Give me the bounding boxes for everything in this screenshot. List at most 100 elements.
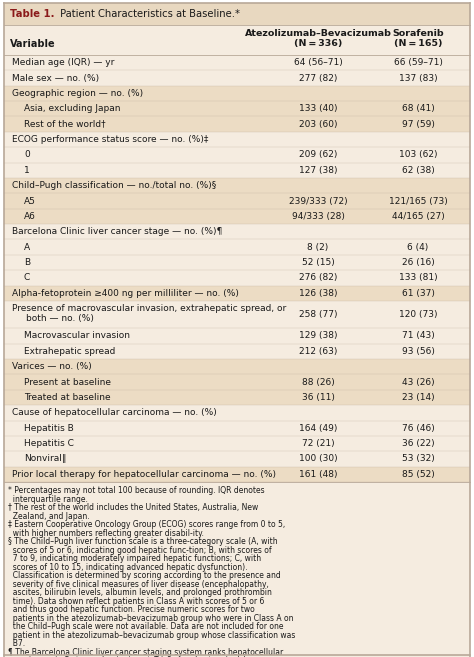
Text: Classification is determined by scoring according to the presence and: Classification is determined by scoring … bbox=[8, 571, 281, 580]
Text: 276 (82): 276 (82) bbox=[299, 273, 337, 283]
Bar bbox=[4, 390, 470, 405]
Text: Treated at baseline: Treated at baseline bbox=[24, 393, 110, 402]
Text: Median age (IQR) — yr: Median age (IQR) — yr bbox=[12, 58, 114, 67]
Text: both — no. (%): both — no. (%) bbox=[26, 314, 94, 323]
Bar bbox=[4, 359, 470, 374]
Text: 212 (63): 212 (63) bbox=[299, 347, 337, 356]
Text: Hepatitis B: Hepatitis B bbox=[24, 424, 74, 433]
Text: * Percentages may not total 100 because of rounding. IQR denotes: * Percentages may not total 100 because … bbox=[8, 486, 264, 495]
Text: ECOG performance status score — no. (%)‡: ECOG performance status score — no. (%)‡ bbox=[12, 135, 209, 144]
Bar bbox=[4, 3, 470, 25]
Text: C: C bbox=[24, 273, 30, 283]
Text: 53 (32): 53 (32) bbox=[401, 455, 434, 463]
Bar bbox=[4, 178, 470, 193]
Text: 72 (21): 72 (21) bbox=[301, 439, 334, 448]
Text: 100 (30): 100 (30) bbox=[299, 455, 337, 463]
Text: Male sex — no. (%): Male sex — no. (%) bbox=[12, 74, 99, 83]
Text: A6: A6 bbox=[24, 212, 36, 221]
Text: 94/333 (28): 94/333 (28) bbox=[292, 212, 345, 221]
Text: 103 (62): 103 (62) bbox=[399, 150, 437, 160]
Text: 26 (16): 26 (16) bbox=[401, 258, 434, 267]
Bar bbox=[4, 209, 470, 224]
Text: 68 (41): 68 (41) bbox=[401, 104, 434, 113]
Text: 93 (56): 93 (56) bbox=[401, 347, 435, 356]
Bar bbox=[4, 116, 470, 132]
Text: the Child–Pugh scale were not available. Data are not included for one: the Child–Pugh scale were not available.… bbox=[8, 622, 283, 631]
Text: Present at baseline: Present at baseline bbox=[24, 378, 111, 386]
Text: Zealand, and Japan.: Zealand, and Japan. bbox=[8, 512, 90, 520]
Text: 44/165 (27): 44/165 (27) bbox=[392, 212, 444, 221]
Text: Atezolizumab–Bevacizumab: Atezolizumab–Bevacizumab bbox=[245, 29, 392, 38]
Text: scores of 5 or 6, indicating good hepatic func-tion; B, with scores of: scores of 5 or 6, indicating good hepati… bbox=[8, 545, 272, 555]
Text: 6 (4): 6 (4) bbox=[407, 242, 428, 252]
Text: 133 (81): 133 (81) bbox=[399, 273, 438, 283]
Text: ascites, bilirubin levels, albumin levels, and prolonged prothrombin: ascites, bilirubin levels, albumin level… bbox=[8, 588, 272, 597]
Text: Cause of hepatocellular carcinoma — no. (%): Cause of hepatocellular carcinoma — no. … bbox=[12, 409, 217, 417]
Text: 137 (83): 137 (83) bbox=[399, 74, 438, 83]
Text: carcinoma in 5 stages, beginning at 0 (very early stage) and: carcinoma in 5 stages, beginning at 0 (v… bbox=[8, 656, 246, 657]
Text: Extrahepatic spread: Extrahepatic spread bbox=[24, 347, 115, 356]
Text: Hepatitis C: Hepatitis C bbox=[24, 439, 74, 448]
Text: A5: A5 bbox=[24, 196, 36, 206]
Text: Rest of the world†: Rest of the world† bbox=[24, 120, 106, 129]
Text: 7 to 9, indicating moderately impaired hepatic functions; C, with: 7 to 9, indicating moderately impaired h… bbox=[8, 554, 261, 563]
Text: 209 (62): 209 (62) bbox=[299, 150, 337, 160]
Text: 127 (38): 127 (38) bbox=[299, 166, 337, 175]
Text: A: A bbox=[24, 242, 30, 252]
Text: and thus good hepatic function. Precise numeric scores for two: and thus good hepatic function. Precise … bbox=[8, 605, 255, 614]
Text: † The rest of the world includes the United States, Australia, New: † The rest of the world includes the Uni… bbox=[8, 503, 258, 512]
Text: Sorafenib: Sorafenib bbox=[392, 29, 444, 38]
Text: 85 (52): 85 (52) bbox=[401, 470, 434, 479]
Bar bbox=[4, 466, 470, 482]
Text: Child–Pugh classification — no./total no. (%)§: Child–Pugh classification — no./total no… bbox=[12, 181, 216, 190]
Text: (N = 336): (N = 336) bbox=[294, 39, 342, 48]
Text: scores of 10 to 15, indicating advanced hepatic dysfunction).: scores of 10 to 15, indicating advanced … bbox=[8, 562, 247, 572]
Text: 277 (82): 277 (82) bbox=[299, 74, 337, 83]
Text: Asia, excluding Japan: Asia, excluding Japan bbox=[24, 104, 120, 113]
Text: 258 (77): 258 (77) bbox=[299, 310, 337, 319]
Text: 43 (26): 43 (26) bbox=[401, 378, 434, 386]
Text: ‡ Eastern Cooperative Oncology Group (ECOG) scores range from 0 to 5,: ‡ Eastern Cooperative Oncology Group (EC… bbox=[8, 520, 285, 529]
Text: ¶ The Barcelona Clinic liver cancer staging system ranks hepatocellular: ¶ The Barcelona Clinic liver cancer stag… bbox=[8, 648, 283, 656]
Text: 126 (38): 126 (38) bbox=[299, 289, 337, 298]
Text: with higher numbers reflecting greater disabil-ity.: with higher numbers reflecting greater d… bbox=[8, 528, 204, 537]
Text: § The Child–Pugh liver function scale is a three-category scale (A, with: § The Child–Pugh liver function scale is… bbox=[8, 537, 278, 546]
Text: 97 (59): 97 (59) bbox=[401, 120, 435, 129]
Text: 0: 0 bbox=[24, 150, 30, 160]
Text: (N = 165): (N = 165) bbox=[394, 39, 442, 48]
Text: 66 (59–71): 66 (59–71) bbox=[393, 58, 442, 67]
Text: severity of five clinical measures of liver disease (encephalopathy,: severity of five clinical measures of li… bbox=[8, 579, 269, 589]
Text: Varices — no. (%): Varices — no. (%) bbox=[12, 362, 92, 371]
Text: Barcelona Clinic liver cancer stage — no. (%)¶: Barcelona Clinic liver cancer stage — no… bbox=[12, 227, 222, 237]
Text: Variable: Variable bbox=[10, 39, 55, 49]
Text: Prior local therapy for hepatocellular carcinoma — no. (%): Prior local therapy for hepatocellular c… bbox=[12, 470, 276, 479]
Text: 62 (38): 62 (38) bbox=[401, 166, 434, 175]
Text: 23 (14): 23 (14) bbox=[401, 393, 434, 402]
Text: Alpha-fetoprotein ≥400 ng per milliliter — no. (%): Alpha-fetoprotein ≥400 ng per milliliter… bbox=[12, 289, 239, 298]
Text: 88 (26): 88 (26) bbox=[301, 378, 334, 386]
Text: 133 (40): 133 (40) bbox=[299, 104, 337, 113]
Text: 121/165 (73): 121/165 (73) bbox=[389, 196, 447, 206]
Text: 36 (22): 36 (22) bbox=[401, 439, 434, 448]
Text: 36 (11): 36 (11) bbox=[301, 393, 335, 402]
Text: 203 (60): 203 (60) bbox=[299, 120, 337, 129]
Text: B7.: B7. bbox=[8, 639, 25, 648]
Text: 129 (38): 129 (38) bbox=[299, 332, 337, 340]
Text: Geographic region — no. (%): Geographic region — no. (%) bbox=[12, 89, 143, 98]
Text: Table 1.: Table 1. bbox=[10, 9, 55, 19]
Bar bbox=[4, 193, 470, 209]
Text: patient in the atezolizumab–bevacizumab group whose classification was: patient in the atezolizumab–bevacizumab … bbox=[8, 631, 295, 639]
Text: time). Data shown reflect patients in Class A with scores of 5 or 6: time). Data shown reflect patients in Cl… bbox=[8, 597, 264, 606]
Text: 52 (15): 52 (15) bbox=[301, 258, 334, 267]
Text: 164 (49): 164 (49) bbox=[299, 424, 337, 433]
Text: interquartile range.: interquartile range. bbox=[8, 495, 88, 503]
Text: 239/333 (72): 239/333 (72) bbox=[289, 196, 347, 206]
Bar bbox=[4, 101, 470, 116]
Text: 61 (37): 61 (37) bbox=[401, 289, 435, 298]
Text: 1: 1 bbox=[24, 166, 30, 175]
Bar bbox=[4, 374, 470, 390]
Text: 120 (73): 120 (73) bbox=[399, 310, 437, 319]
Text: Patient Characteristics at Baseline.*: Patient Characteristics at Baseline.* bbox=[57, 9, 240, 19]
Text: 8 (2): 8 (2) bbox=[307, 242, 328, 252]
Text: patients in the atezolizumab–bevacizumab group who were in Class A on: patients in the atezolizumab–bevacizumab… bbox=[8, 614, 293, 622]
